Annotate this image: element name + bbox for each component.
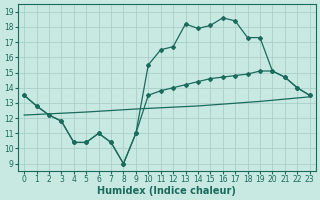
X-axis label: Humidex (Indice chaleur): Humidex (Indice chaleur) bbox=[98, 186, 236, 196]
